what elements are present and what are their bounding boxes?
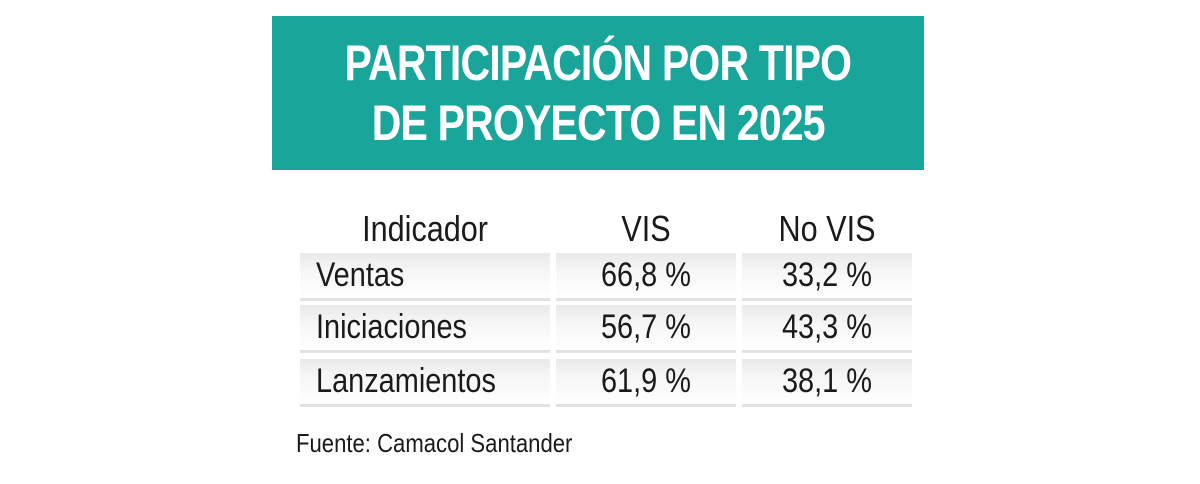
row-label: Ventas: [316, 256, 405, 294]
column-header-indicador: Indicador: [300, 205, 550, 253]
row-label-cell: Lanzamientos: [300, 359, 550, 407]
chart-title-line-1: PARTICIPACIÓN POR TIPO: [344, 35, 852, 91]
column-header-indicador-label: Indicador: [362, 208, 488, 249]
vis-value: 56,7 %: [601, 308, 691, 346]
table-row: Iniciaciones 56,7 % 43,3 %: [300, 305, 912, 353]
no-vis-value-cell: 38,1 %: [742, 359, 912, 407]
table-row: Lanzamientos 61,9 % 38,1 %: [300, 359, 912, 407]
row-label: Lanzamientos: [316, 362, 496, 400]
column-header-vis-label: VIS: [621, 208, 671, 249]
vis-value-cell: 61,9 %: [556, 359, 736, 407]
no-vis-value-cell: 43,3 %: [742, 305, 912, 353]
chart-title-banner: PARTICIPACIÓN POR TIPO DE PROYECTO EN 20…: [272, 16, 924, 170]
source-note: Fuente: Camacol Santander: [296, 428, 573, 458]
no-vis-value: 43,3 %: [782, 308, 872, 346]
row-label: Iniciaciones: [316, 308, 468, 346]
column-header-no-vis: No VIS: [742, 205, 912, 253]
no-vis-value-cell: 33,2 %: [742, 253, 912, 301]
vis-value-cell: 66,8 %: [556, 253, 736, 301]
chart-title-line-2: DE PROYECTO EN 2025: [371, 95, 825, 151]
column-header-vis: VIS: [556, 205, 736, 253]
no-vis-value: 33,2 %: [782, 256, 872, 294]
vis-value-cell: 56,7 %: [556, 305, 736, 353]
table-row: Ventas 66,8 % 33,2 %: [300, 253, 912, 301]
vis-value: 61,9 %: [601, 362, 691, 400]
row-label-cell: Ventas: [300, 253, 550, 301]
column-header-no-vis-label: No VIS: [778, 208, 876, 249]
no-vis-value: 38,1 %: [782, 362, 872, 400]
row-label-cell: Iniciaciones: [300, 305, 550, 353]
vis-value: 66,8 %: [601, 256, 691, 294]
